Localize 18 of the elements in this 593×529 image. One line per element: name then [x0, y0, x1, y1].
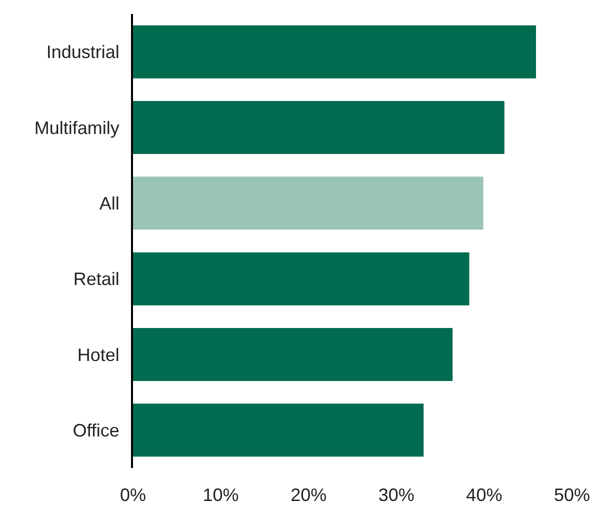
x-tick-label: 20% — [290, 485, 327, 505]
x-tick-label: 30% — [378, 485, 414, 505]
bar — [133, 328, 453, 381]
x-tick-label: 50% — [554, 485, 590, 505]
y-tick-label: Hotel — [77, 344, 120, 365]
x-tick-label: 40% — [466, 485, 502, 505]
bar — [133, 176, 484, 230]
x-tick-label: 0% — [120, 485, 146, 505]
bar — [133, 404, 424, 457]
y-tick-label: Multifamily — [34, 118, 120, 138]
bar — [133, 25, 536, 78]
x-tick-label: 10% — [202, 485, 239, 505]
y-tick-label: Office — [72, 420, 120, 440]
y-tick-label: Retail — [73, 269, 120, 290]
y-tick-label: Industrial — [46, 42, 120, 62]
bar — [133, 101, 504, 154]
bar — [133, 252, 470, 306]
y-tick-label: All — [99, 193, 120, 214]
